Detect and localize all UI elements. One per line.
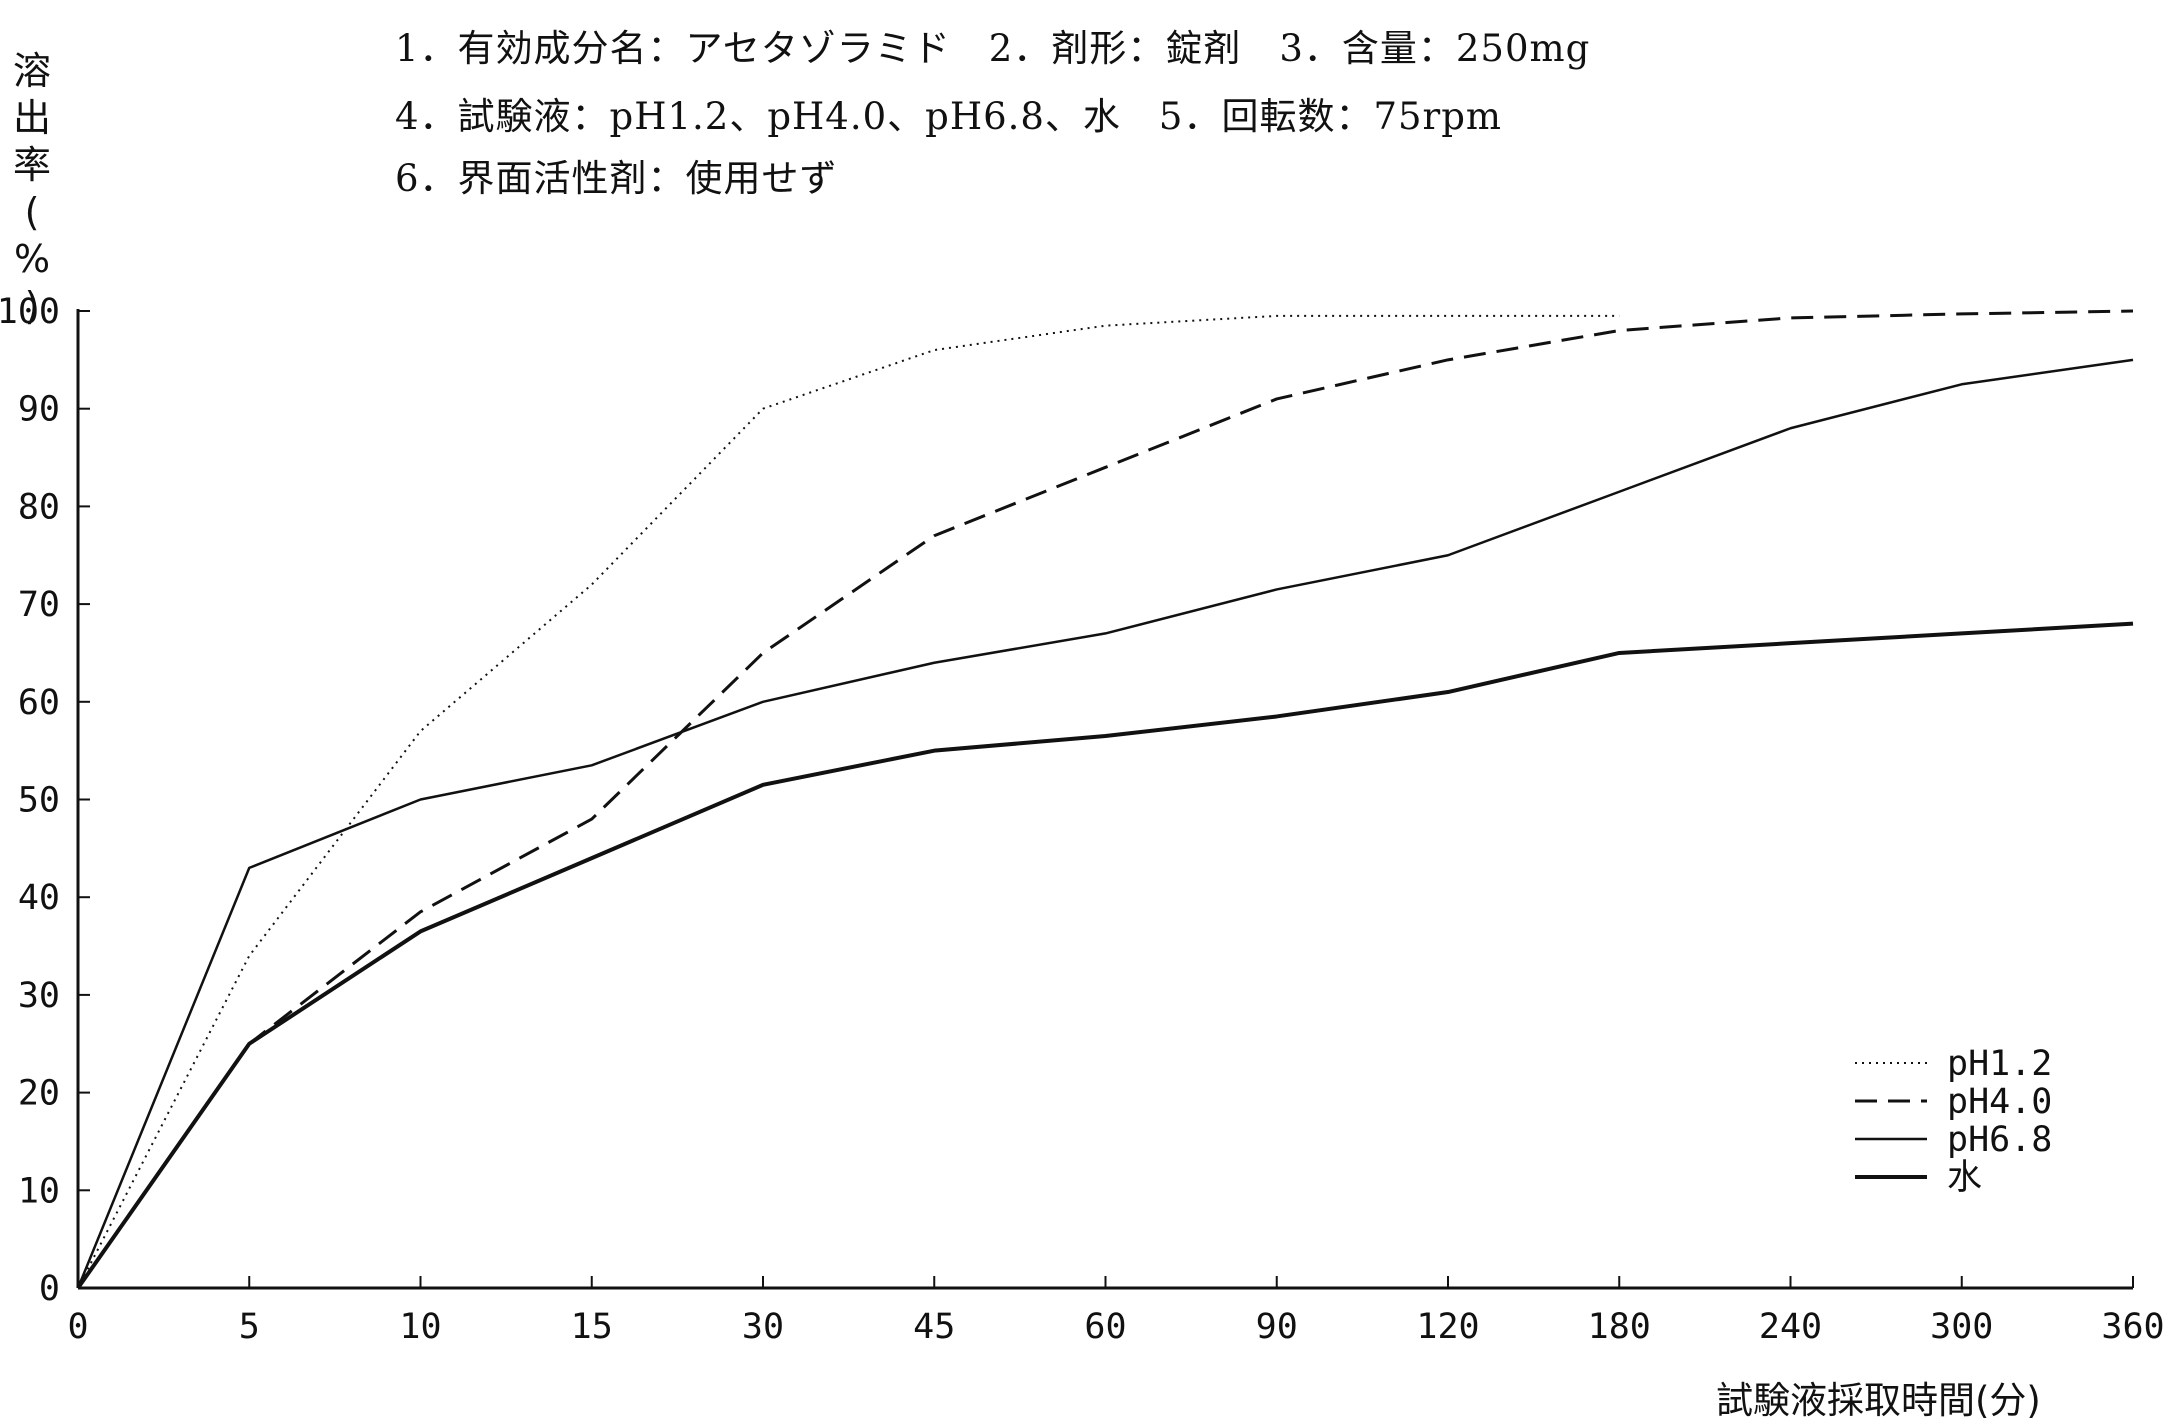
x-tick-label: 5 (239, 1307, 260, 1347)
legend-label-3: pH6.8 (1947, 1120, 2052, 1160)
legend-label-4: 水 (1947, 1158, 1982, 1198)
y-tick-label: 60 (18, 683, 60, 723)
series-line-4 (78, 624, 2133, 1288)
x-tick-label: 90 (1256, 1307, 1298, 1347)
series-line-1 (78, 316, 1619, 1288)
y-tick-label: 30 (18, 976, 60, 1016)
x-tick-label: 10 (399, 1307, 441, 1347)
legend-label-2: pH4.0 (1947, 1082, 2052, 1122)
y-tick-label: 70 (18, 585, 60, 625)
series-line-3 (78, 360, 2133, 1288)
x-tick-label: 240 (1759, 1307, 1822, 1347)
x-tick-label: 60 (1084, 1307, 1126, 1347)
legend-label-1: pH1.2 (1947, 1044, 2052, 1084)
x-tick-label: 180 (1588, 1307, 1651, 1347)
x-tick-label: 360 (2101, 1307, 2164, 1347)
y-tick-label: 10 (18, 1171, 60, 1211)
y-tick-label: 20 (18, 1074, 60, 1114)
y-tick-label: 100 (0, 292, 60, 332)
y-tick-label: 80 (18, 487, 60, 527)
x-tick-label: 120 (1416, 1307, 1479, 1347)
y-tick-label: 90 (18, 390, 60, 430)
x-tick-label: 30 (742, 1307, 784, 1347)
y-tick-label: 40 (18, 878, 60, 918)
x-tick-label: 0 (67, 1307, 88, 1347)
x-tick-label: 300 (1930, 1307, 1993, 1347)
y-tick-label: 50 (18, 781, 60, 821)
x-tick-label: 15 (571, 1307, 613, 1347)
y-tick-label: 0 (39, 1269, 60, 1309)
series-line-2 (78, 311, 2133, 1288)
x-tick-label: 45 (913, 1307, 955, 1347)
